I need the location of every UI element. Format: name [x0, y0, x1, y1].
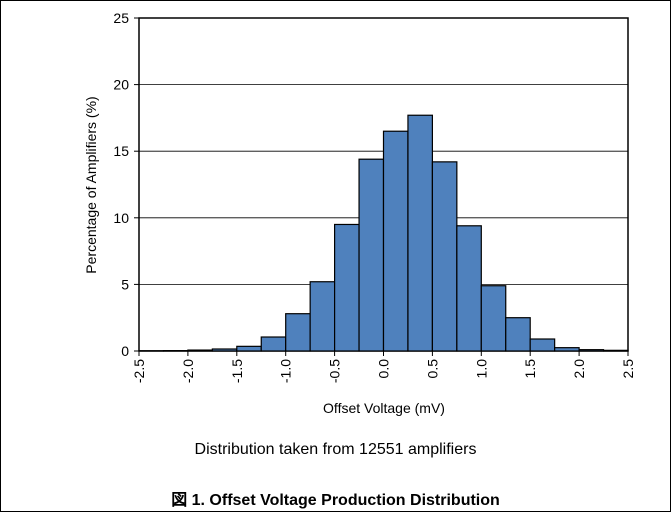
x-tick-label: -2.5 [131, 359, 147, 383]
y-tick-label: 0 [121, 343, 129, 359]
x-tick-label: -2.0 [180, 359, 196, 383]
x-tick-label: 1.0 [473, 359, 489, 379]
x-tick-label: 2.0 [571, 359, 587, 379]
x-axis-title: Offset Voltage (mV) [323, 400, 445, 416]
y-tick-label: 5 [121, 276, 129, 292]
histogram-bar [260, 336, 287, 352]
histogram-bar [529, 338, 556, 352]
histogram-bar [334, 223, 360, 352]
histogram-bar [431, 161, 458, 352]
histogram-bar [358, 158, 385, 352]
y-axis-ticks: 0 5 10 15 20 25 [113, 10, 139, 359]
x-tick-label: 2.5 [620, 359, 636, 379]
histogram-bar [309, 281, 336, 352]
caption-note: Distribution taken from 12551 amplifiers [194, 441, 477, 458]
x-tick-label: 0.5 [424, 359, 440, 379]
x-tick-label: -1.0 [278, 359, 294, 383]
x-tick-label: -0.5 [327, 359, 343, 383]
bars [138, 114, 629, 352]
y-tick-label: 20 [113, 77, 129, 93]
histogram-bar [554, 347, 580, 352]
y-tick-label: 25 [113, 10, 129, 26]
histogram-bar [578, 349, 605, 352]
histogram-bar [407, 114, 434, 352]
histogram-bar [211, 348, 238, 352]
y-tick-label: 10 [113, 210, 129, 226]
histogram-bar [456, 225, 482, 352]
x-tick-label: -1.5 [229, 359, 245, 383]
histogram-bar [285, 313, 311, 352]
histogram-bar [602, 349, 629, 352]
x-tick-label: 0.0 [376, 359, 392, 379]
histogram-bar [505, 317, 531, 352]
histogram-bar [480, 285, 507, 352]
y-axis-title: Percentage of Amplifiers (%) [83, 96, 99, 273]
histogram-chart: 0 5 10 15 20 25 -2.5 -2.0 -1.5 -1.0 -0.5 0.0 0.5 1.0… [83, 10, 636, 416]
x-tick-label: 1.5 [522, 359, 538, 379]
x-axis-ticks: -2.5 -2.0 -1.5 -1.0 -0.5 0.0 0.5 1.0 1.5 2.0 2.5 [131, 351, 636, 383]
histogram-bar [187, 349, 213, 352]
y-tick-label: 15 [113, 143, 129, 159]
histogram-bar [382, 130, 409, 352]
figure-title: 図 1. Offset Voltage Production Distribut… [171, 492, 500, 509]
histogram-bar [236, 345, 262, 352]
